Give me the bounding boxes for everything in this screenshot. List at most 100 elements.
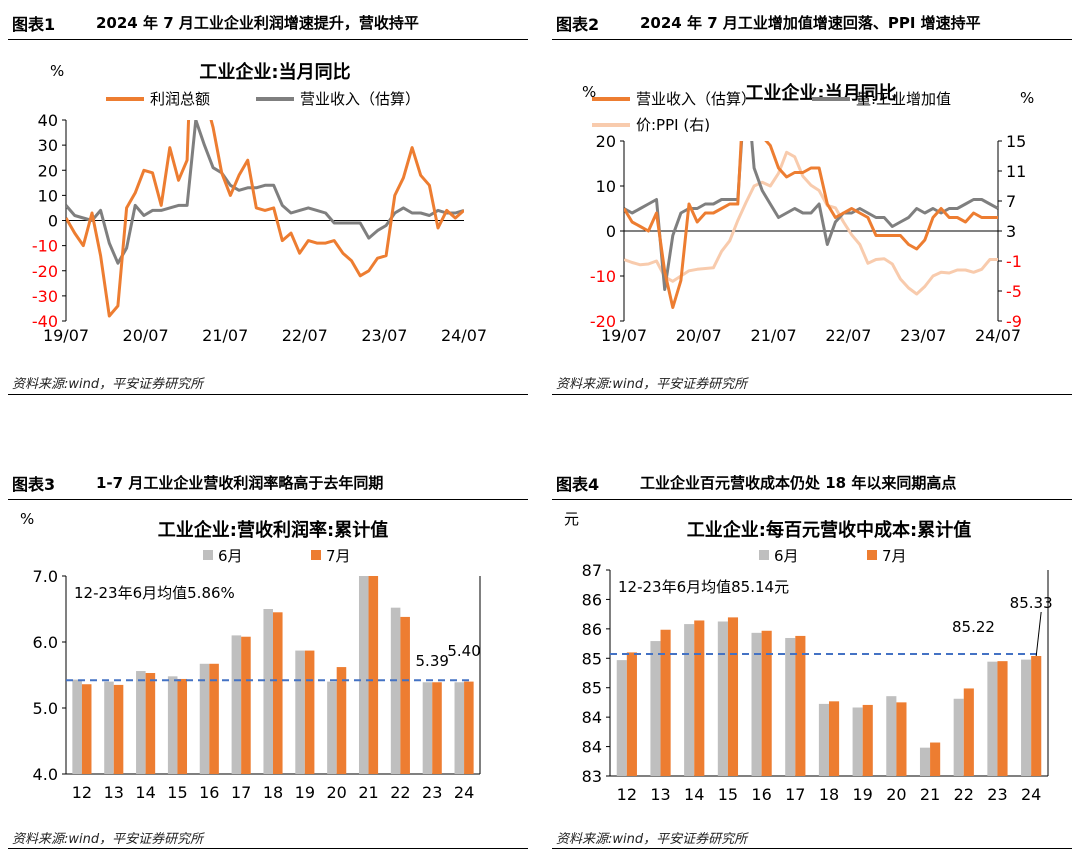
bar-jun (650, 641, 661, 776)
bar-jul (795, 635, 806, 776)
revenue-line (66, 120, 464, 265)
x-tick-label: 17 (231, 783, 251, 802)
bar-jun (422, 682, 433, 774)
x-tick-label: 21/07 (202, 326, 248, 345)
legend-label: 7月 (882, 547, 907, 565)
legend-swatch (203, 550, 213, 560)
y-tick-label: 83 (582, 767, 602, 786)
data-label: 85.33 (1010, 594, 1053, 612)
x-tick-label: 13 (104, 783, 124, 802)
figure-2-header: 图表2 2024 年 7 月工业增加值增速回落、PPI 增速持平 (552, 6, 1072, 40)
data-label: 5.39 (416, 652, 449, 670)
y-tick-label: 86 (582, 620, 602, 639)
bar-jul (81, 684, 92, 774)
average-label: 12-23年6月均值5.86% (74, 584, 235, 602)
x-tick-label: 19/07 (601, 326, 647, 345)
y-tick-label: 85 (582, 679, 602, 698)
y2-axis-unit: % (1020, 89, 1034, 107)
bar-jul (862, 704, 873, 776)
y-tick-label: -30 (32, 287, 58, 306)
figure-2-footer-rule (552, 394, 1072, 395)
legend-label: 营业收入（估算） (300, 90, 420, 108)
figure-1-title: 2024 年 7 月工业企业利润增速提升，营收持平 (96, 14, 419, 32)
y2-tick-label: 7 (1006, 192, 1016, 211)
bar-jun (358, 576, 369, 774)
x-tick-label: 21 (358, 783, 378, 802)
x-tick-label: 24/07 (441, 326, 487, 345)
bar-jun (72, 679, 82, 774)
bar-jun (785, 637, 796, 776)
legend-label: 6月 (218, 547, 243, 565)
figure-2-title: 2024 年 7 月工业增加值增速回落、PPI 增速持平 (640, 14, 981, 32)
bar-jul (209, 663, 219, 774)
y-tick-label: 85 (582, 649, 602, 668)
bar-jul (829, 701, 840, 776)
x-tick-label: 17 (785, 785, 805, 804)
output-line (624, 141, 998, 291)
bar-jul (113, 684, 124, 774)
x-tick-label: 18 (263, 783, 283, 802)
bar-jul (930, 742, 941, 776)
y2-tick-label: -5 (1006, 282, 1022, 301)
figure-3-chart: % 工业企业:营收利润率:累计值 6月 7月 7.0 6.0 5.0 4.0 12 13 14 15 1… (20, 510, 481, 802)
legend-label: 利润总额 (150, 90, 210, 108)
data-label: 85.22 (952, 618, 995, 636)
x-tick-label: 19 (295, 783, 315, 802)
y2-tick-label: 15 (1006, 132, 1026, 151)
figure-3-header: 图表3 1-7 月工业企业营收利润率略高于去年同期 (8, 466, 528, 500)
y2-tick-label: -1 (1006, 252, 1022, 271)
x-tick-label: 22 (390, 783, 410, 802)
x-tick-label: 21/07 (751, 326, 797, 345)
y2-tick-label: 11 (1006, 162, 1026, 181)
revenue-line (624, 141, 998, 309)
y-tick-label: 86 (582, 590, 602, 609)
y-tick-label: -10 (32, 237, 58, 256)
x-tick-label: 12 (72, 783, 92, 802)
y-tick-label: 20 (596, 132, 616, 151)
figure-2-panel: 图表2 2024 年 7 月工业增加值增速回落、PPI 增速持平 %% 工业企业:… (552, 6, 1072, 396)
bar-jun (818, 703, 829, 776)
x-tick-label: 19 (853, 785, 873, 804)
bar-jun (167, 676, 178, 774)
x-tick-label: 16 (199, 783, 219, 802)
bar-jun (616, 660, 627, 776)
y-tick-label: -10 (590, 267, 616, 286)
data-label-leader (1035, 611, 1042, 657)
x-tick-label: 23 (422, 783, 442, 802)
figure-3-footer-rule (8, 848, 528, 849)
figure-4-source: 资料来源:wind，平安证券研究所 (556, 832, 748, 847)
y-axis-unit: % (50, 62, 64, 80)
y-axis-unit: % (20, 510, 34, 528)
bar-jun (454, 682, 465, 774)
y-tick-label: 20 (38, 161, 58, 180)
figure-3-header-rule (8, 499, 528, 500)
bar-jun (263, 609, 273, 774)
y-axis-unit: % (582, 83, 596, 101)
bar-jun (919, 747, 931, 776)
legend-swatch (311, 550, 321, 560)
x-tick-label: 20/07 (123, 326, 169, 345)
bar-jul (336, 667, 347, 774)
legend-label: 6月 (774, 547, 799, 565)
data-label: 5.40 (447, 642, 480, 660)
bar-jul (727, 617, 739, 776)
y2-tick-label: 3 (1006, 222, 1016, 241)
bar-jun (199, 663, 210, 774)
x-tick-label: 24 (1021, 785, 1041, 804)
y-tick-label: 4.0 (33, 765, 58, 784)
x-tick-label: 12 (617, 785, 637, 804)
y-tick-label: 30 (38, 136, 58, 155)
bar-jun (717, 621, 728, 776)
bar-jul (304, 650, 315, 774)
average-label: 12-23年6月均值85.14元 (618, 578, 789, 596)
y-tick-label: 10 (38, 186, 58, 205)
figure-1-source: 资料来源:wind，平安证券研究所 (12, 377, 204, 392)
bar-jul (896, 702, 907, 776)
bar-jun (684, 624, 695, 776)
chart-title: 工业企业:当月同比 (745, 82, 896, 104)
y-tick-label: -20 (590, 312, 616, 331)
y-tick-label: 7.0 (33, 567, 58, 586)
x-tick-label: 21 (920, 785, 940, 804)
bar-jul (464, 681, 474, 774)
